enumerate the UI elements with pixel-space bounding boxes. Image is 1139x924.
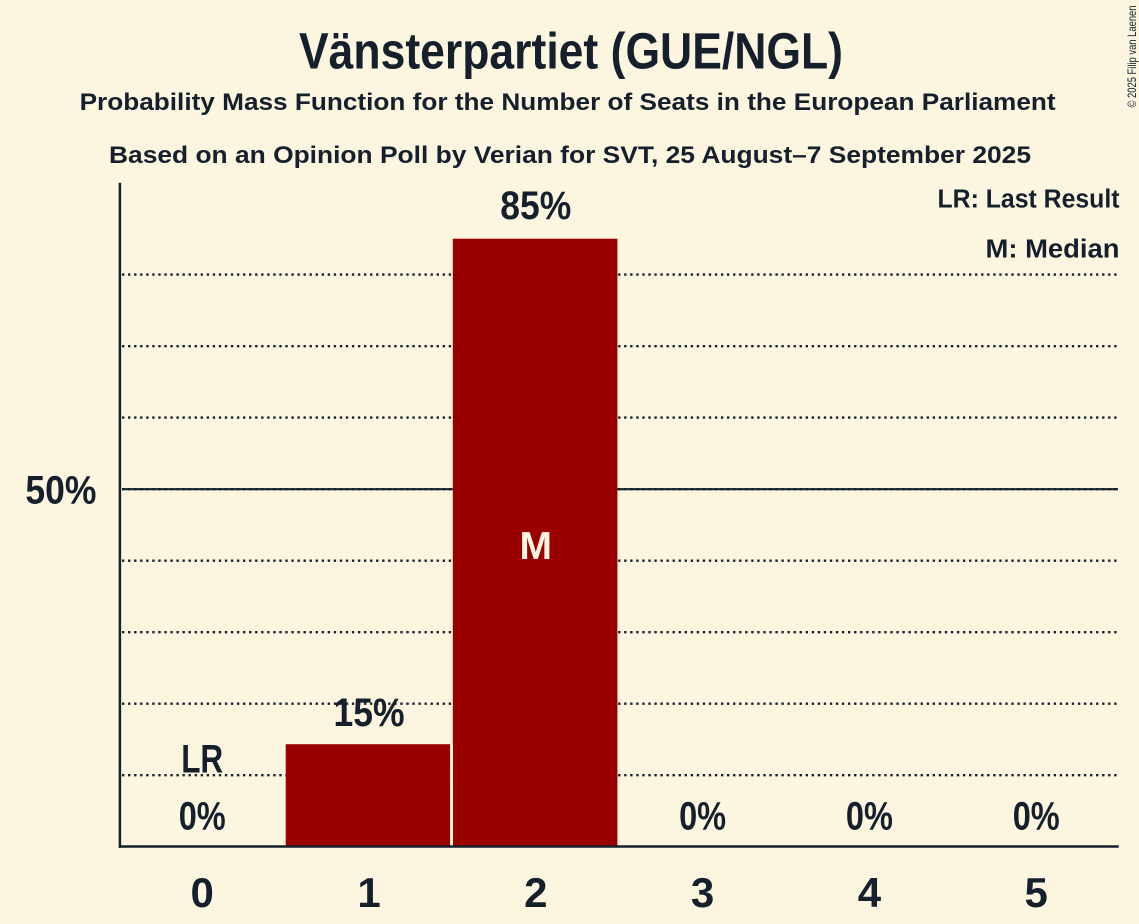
svg-text:0: 0 [191, 869, 214, 916]
svg-text:Probability Mass Function for: Probability Mass Function for the Number… [80, 89, 1056, 116]
svg-text:M: M [520, 525, 553, 568]
svg-text:0%: 0% [846, 795, 893, 839]
svg-text:Vänsterpartiet (GUE/NGL): Vänsterpartiet (GUE/NGL) [299, 23, 843, 80]
svg-text:5: 5 [1025, 869, 1048, 916]
svg-text:0%: 0% [1013, 795, 1060, 839]
svg-text:0%: 0% [179, 795, 226, 839]
svg-text:15%: 15% [334, 691, 405, 735]
svg-text:2: 2 [524, 869, 547, 916]
svg-text:LR: LR [181, 737, 223, 781]
svg-text:LR: Last Result: LR: Last Result [938, 186, 1120, 214]
svg-text:1: 1 [357, 869, 380, 916]
svg-text:50%: 50% [25, 469, 96, 513]
svg-text:3: 3 [691, 869, 714, 916]
svg-text:0%: 0% [679, 795, 726, 839]
svg-text:85%: 85% [500, 184, 571, 228]
svg-text:© 2025 Filip van Laenen: © 2025 Filip van Laenen [1125, 6, 1139, 108]
svg-text:4: 4 [858, 869, 882, 916]
svg-text:Based on an Opinion Poll by Ve: Based on an Opinion Poll by Verian for S… [109, 142, 1031, 169]
svg-text:M: Median: M: Median [986, 236, 1120, 264]
